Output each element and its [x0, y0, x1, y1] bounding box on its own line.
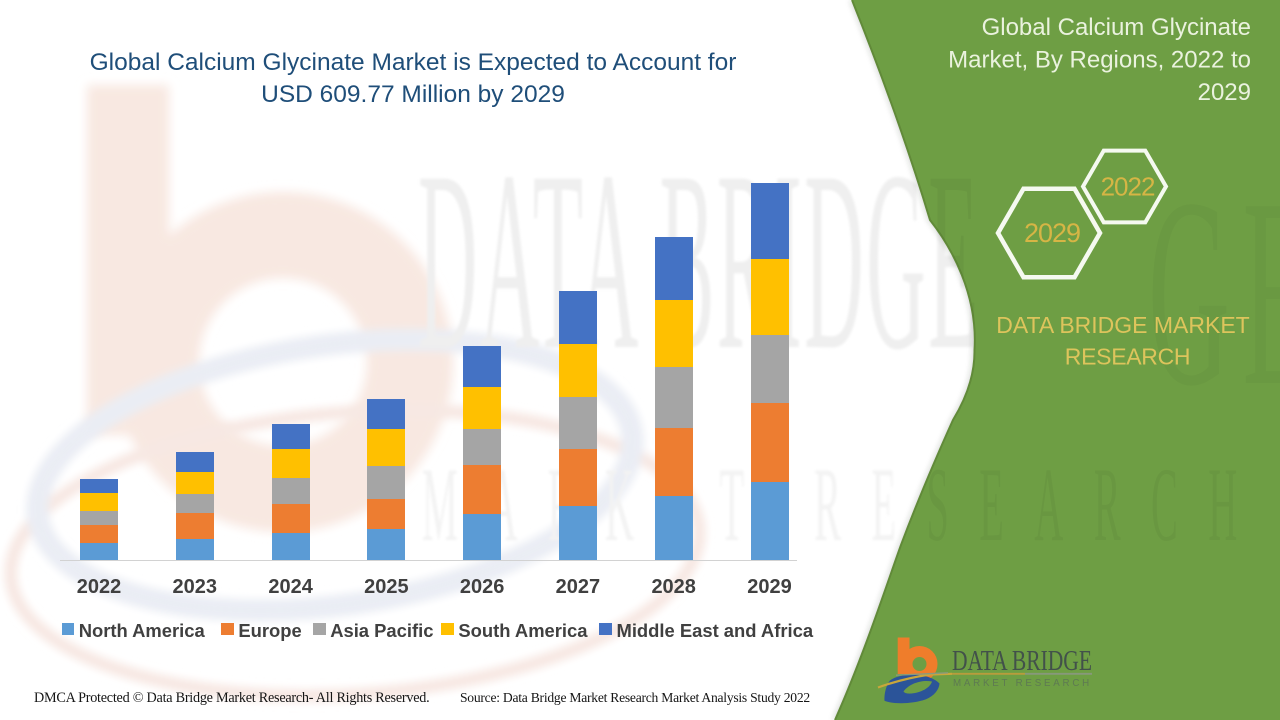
svg-text:DATA BRIDGE MARKET: DATA BRIDGE MARKET: [996, 312, 1249, 338]
svg-text:DATA BRIDGE: DATA BRIDGE: [952, 646, 1092, 677]
svg-text:Global Calcium Glycinate: Global Calcium Glycinate: [982, 14, 1251, 41]
svg-text:2022: 2022: [1101, 172, 1155, 202]
svg-text:DATA BRIDGE: DATA BRIDGE: [418, 119, 981, 403]
svg-text:RESEARCH: RESEARCH: [1065, 344, 1190, 370]
svg-text:DATA BRIDGE: DATA BRIDGE: [418, 119, 981, 403]
svg-text:Market, By Regions, 2022 to: Market, By Regions, 2022 to: [948, 47, 1251, 74]
svg-text:2029: 2029: [1198, 79, 1251, 106]
svg-text:MARKET RESEARCH: MARKET RESEARCH: [953, 677, 1092, 689]
svg-text:2029: 2029: [1024, 218, 1080, 248]
svg-text:MARKET RESEARCH: MARKET RESEARCH: [422, 447, 1268, 563]
